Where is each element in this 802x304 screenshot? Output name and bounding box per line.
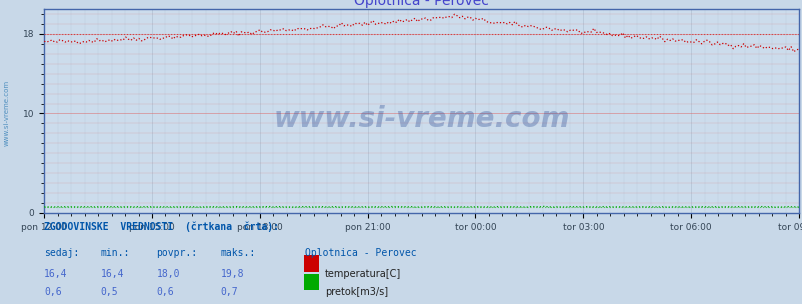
Title: Oplotnica - Perovec: Oplotnica - Perovec xyxy=(354,0,488,8)
Text: www.si-vreme.com: www.si-vreme.com xyxy=(273,105,569,133)
Text: 0,6: 0,6 xyxy=(156,287,174,297)
Text: sedaj:: sedaj: xyxy=(44,248,79,258)
Text: 16,4: 16,4 xyxy=(44,269,67,279)
Text: 16,4: 16,4 xyxy=(100,269,124,279)
Text: 18,0: 18,0 xyxy=(156,269,180,279)
Text: temperatura[C]: temperatura[C] xyxy=(325,269,401,279)
Text: www.si-vreme.com: www.si-vreme.com xyxy=(3,79,10,146)
Text: 0,6: 0,6 xyxy=(44,287,62,297)
Text: 0,7: 0,7 xyxy=(221,287,238,297)
Text: 19,8: 19,8 xyxy=(221,269,244,279)
Text: maks.:: maks.: xyxy=(221,248,256,258)
Text: povpr.:: povpr.: xyxy=(156,248,197,258)
Text: min.:: min.: xyxy=(100,248,130,258)
Text: ZGODOVINSKE  VREDNOSTI  (črtkana  črta):: ZGODOVINSKE VREDNOSTI (črtkana črta): xyxy=(44,222,279,233)
Text: Oplotnica - Perovec: Oplotnica - Perovec xyxy=(305,248,416,258)
Text: 0,5: 0,5 xyxy=(100,287,118,297)
Text: pretok[m3/s]: pretok[m3/s] xyxy=(325,287,388,297)
